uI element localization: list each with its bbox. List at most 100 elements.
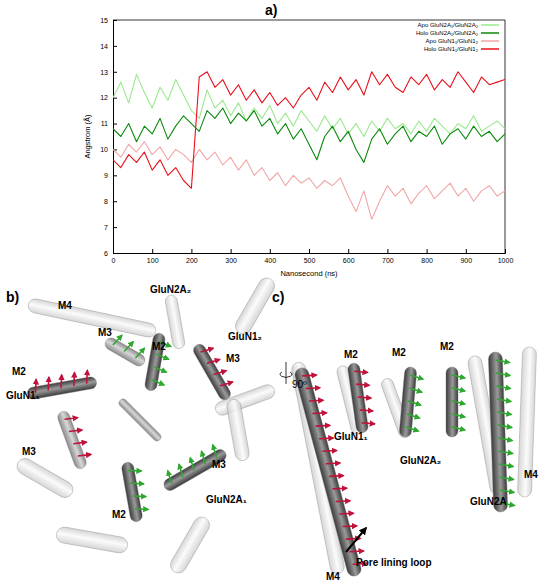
motion-arrow (333, 485, 347, 492)
helix-label: M4 (58, 300, 72, 311)
x-tick-label: 600 (343, 257, 355, 264)
y-tick: 8 (104, 198, 117, 205)
y-tick-label: 9 (104, 172, 108, 179)
x-tick: 1000 (498, 249, 514, 264)
x-tick-mark (191, 249, 192, 253)
motion-arrow (319, 435, 333, 442)
helix-cylinder (488, 352, 508, 512)
helix-cylinder (164, 294, 185, 349)
motion-arrow (210, 445, 219, 458)
motion-arrow (309, 397, 323, 404)
x-axis-title: Nanosecond (ns) (280, 269, 338, 278)
motion-arrow (496, 386, 510, 389)
helix-cylinder (27, 298, 157, 339)
motion-arrow (176, 464, 185, 477)
motion-arrow (220, 379, 233, 388)
motion-arrow (361, 421, 374, 426)
motion-arrow (497, 399, 511, 402)
motion-arrow (326, 460, 340, 467)
helix (446, 367, 465, 437)
motion-arrow (72, 373, 77, 386)
x-tick-label: 1000 (498, 257, 514, 264)
legend-swatch (481, 40, 499, 42)
motion-arrow (199, 451, 208, 464)
y-tick: 15 (100, 17, 117, 24)
motion-arrow (59, 375, 64, 388)
helix (117, 397, 162, 442)
helix (56, 407, 94, 470)
x-tick-label: 900 (460, 257, 472, 264)
motion-arrow (406, 427, 419, 431)
x-tick-label: 800 (421, 257, 433, 264)
helix-label: M2 (152, 341, 166, 352)
legend-label: Holo GluN1₁/GluN1₂ (424, 46, 479, 52)
x-tick-label: 300 (225, 257, 237, 264)
motion-arrow (64, 415, 77, 422)
motion-arrow (133, 494, 146, 499)
x-tick-label: 200 (186, 257, 198, 264)
x-tick-mark (231, 249, 232, 253)
motion-arrow (407, 414, 420, 418)
panel-c: c)M2M2M2GluN1₁GluN2A₂GluN2AM4M490ºPore l… (272, 289, 538, 582)
legend: Apo GluN2A₁/GluN2A₂Holo GluN2A₁/GluN2A₂A… (416, 22, 499, 52)
helix-cylinder (168, 514, 213, 576)
plot-lines (113, 72, 505, 220)
helix-label: GluN1₁ (6, 390, 40, 401)
motion-arrow (500, 476, 514, 479)
x-tick: 600 (343, 249, 355, 264)
motion-arrow (358, 395, 371, 400)
motion-arrow (499, 450, 513, 453)
x-tick-label: 0 (112, 257, 116, 264)
motion-arrow (135, 347, 144, 360)
helix-cylinder (55, 526, 129, 554)
motion-arrow (452, 414, 465, 417)
y-tick-mark (113, 124, 117, 125)
motion-arrow (496, 373, 510, 376)
y-tick: 7 (104, 224, 117, 231)
legend-label: Apo GluN2A₁/GluN2A₂ (418, 22, 479, 28)
motion-arrow (207, 357, 220, 366)
rotation-axis (286, 362, 287, 384)
motion-arrow (312, 410, 326, 417)
motion-arrow (124, 340, 133, 353)
motion-arrow (354, 369, 367, 374)
motion-arrow (452, 388, 465, 391)
y-tick-label: 7 (104, 224, 108, 231)
y-axis-line (114, 21, 118, 254)
y-tick-mark (113, 175, 117, 176)
helix-cylinder (191, 342, 232, 402)
x-tick: 300 (225, 249, 237, 264)
x-tick: 500 (304, 249, 316, 264)
motion-arrow (73, 439, 86, 446)
y-tick: 11 (101, 120, 117, 127)
x-tick-mark (387, 249, 388, 253)
motion-arrow (69, 427, 82, 434)
x-tick: 800 (421, 249, 433, 264)
motion-arrow (46, 377, 51, 390)
helix (144, 332, 173, 392)
helix-cylinder (14, 456, 76, 501)
annotation-arrow (346, 528, 366, 552)
x-tick-mark (152, 249, 153, 253)
motion-arrow (128, 468, 141, 473)
helix-cylinder (117, 397, 162, 442)
motion-arrow (497, 412, 511, 415)
motion-arrow (410, 375, 423, 379)
helix-label: M4 (326, 571, 340, 582)
motion-arrow (156, 354, 169, 359)
helix-label: M3 (22, 446, 36, 457)
legend-label: Apo GluN1₁/GluN1₂ (426, 38, 479, 44)
y-tick-mark (113, 20, 117, 21)
motion-arrow (84, 370, 89, 383)
rotation-label: 90º (292, 379, 307, 390)
motion-arrow (498, 425, 512, 428)
motion-arrow (78, 452, 91, 459)
y-tick-mark (113, 72, 117, 73)
panel-label: a) (265, 2, 277, 18)
motion-arrow (329, 473, 343, 480)
motion-arrow (130, 481, 143, 486)
helix (347, 362, 376, 434)
panel-label: b) (6, 289, 19, 305)
y-tick-label: 13 (100, 69, 108, 76)
panel-b: b)GluN2A₂M4M3M2GluN1₂M3M2GluN1₁M3M3GluN2… (6, 275, 277, 576)
